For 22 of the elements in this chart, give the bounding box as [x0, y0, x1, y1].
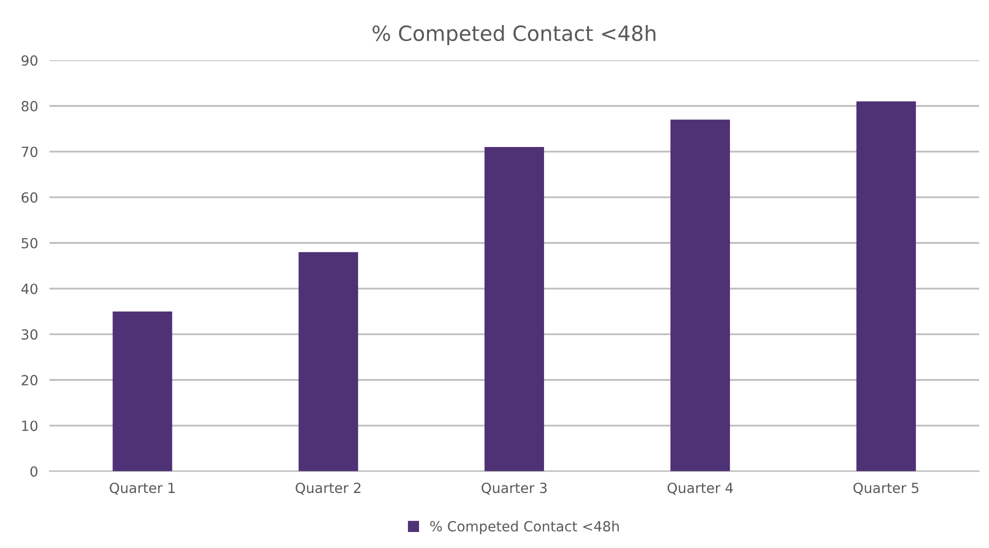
- x-tick-label: Quarter 5: [853, 482, 918, 495]
- x-tick-label: Quarter 2: [296, 482, 360, 495]
- chart-title: % Competed Contact <48h: [372, 25, 656, 46]
- y-tick-label: 40: [21, 284, 38, 294]
- y-tick-label: 0: [30, 466, 38, 477]
- bar: [670, 120, 730, 472]
- x-tick-label: Quarter 4: [668, 482, 733, 495]
- y-tick-label: 10: [22, 420, 38, 432]
- bar: [112, 311, 172, 472]
- y-tick-label: 20: [22, 374, 38, 386]
- y-tick-label: 70: [22, 146, 38, 158]
- legend-label: % Competed Contact <48h: [430, 520, 619, 534]
- y-tick-label: 90: [22, 55, 38, 66]
- x-tick-label: Quarter 3: [482, 482, 547, 495]
- y-tick-label: 80: [22, 100, 38, 112]
- bar: [856, 101, 916, 472]
- x-tick-label: Quarter 1: [110, 482, 175, 495]
- bar: [484, 147, 544, 472]
- y-tick-label: 50: [22, 238, 38, 248]
- bar: [298, 252, 358, 472]
- y-tick-label: 60: [22, 192, 38, 203]
- y-tick-label: 30: [22, 329, 38, 340]
